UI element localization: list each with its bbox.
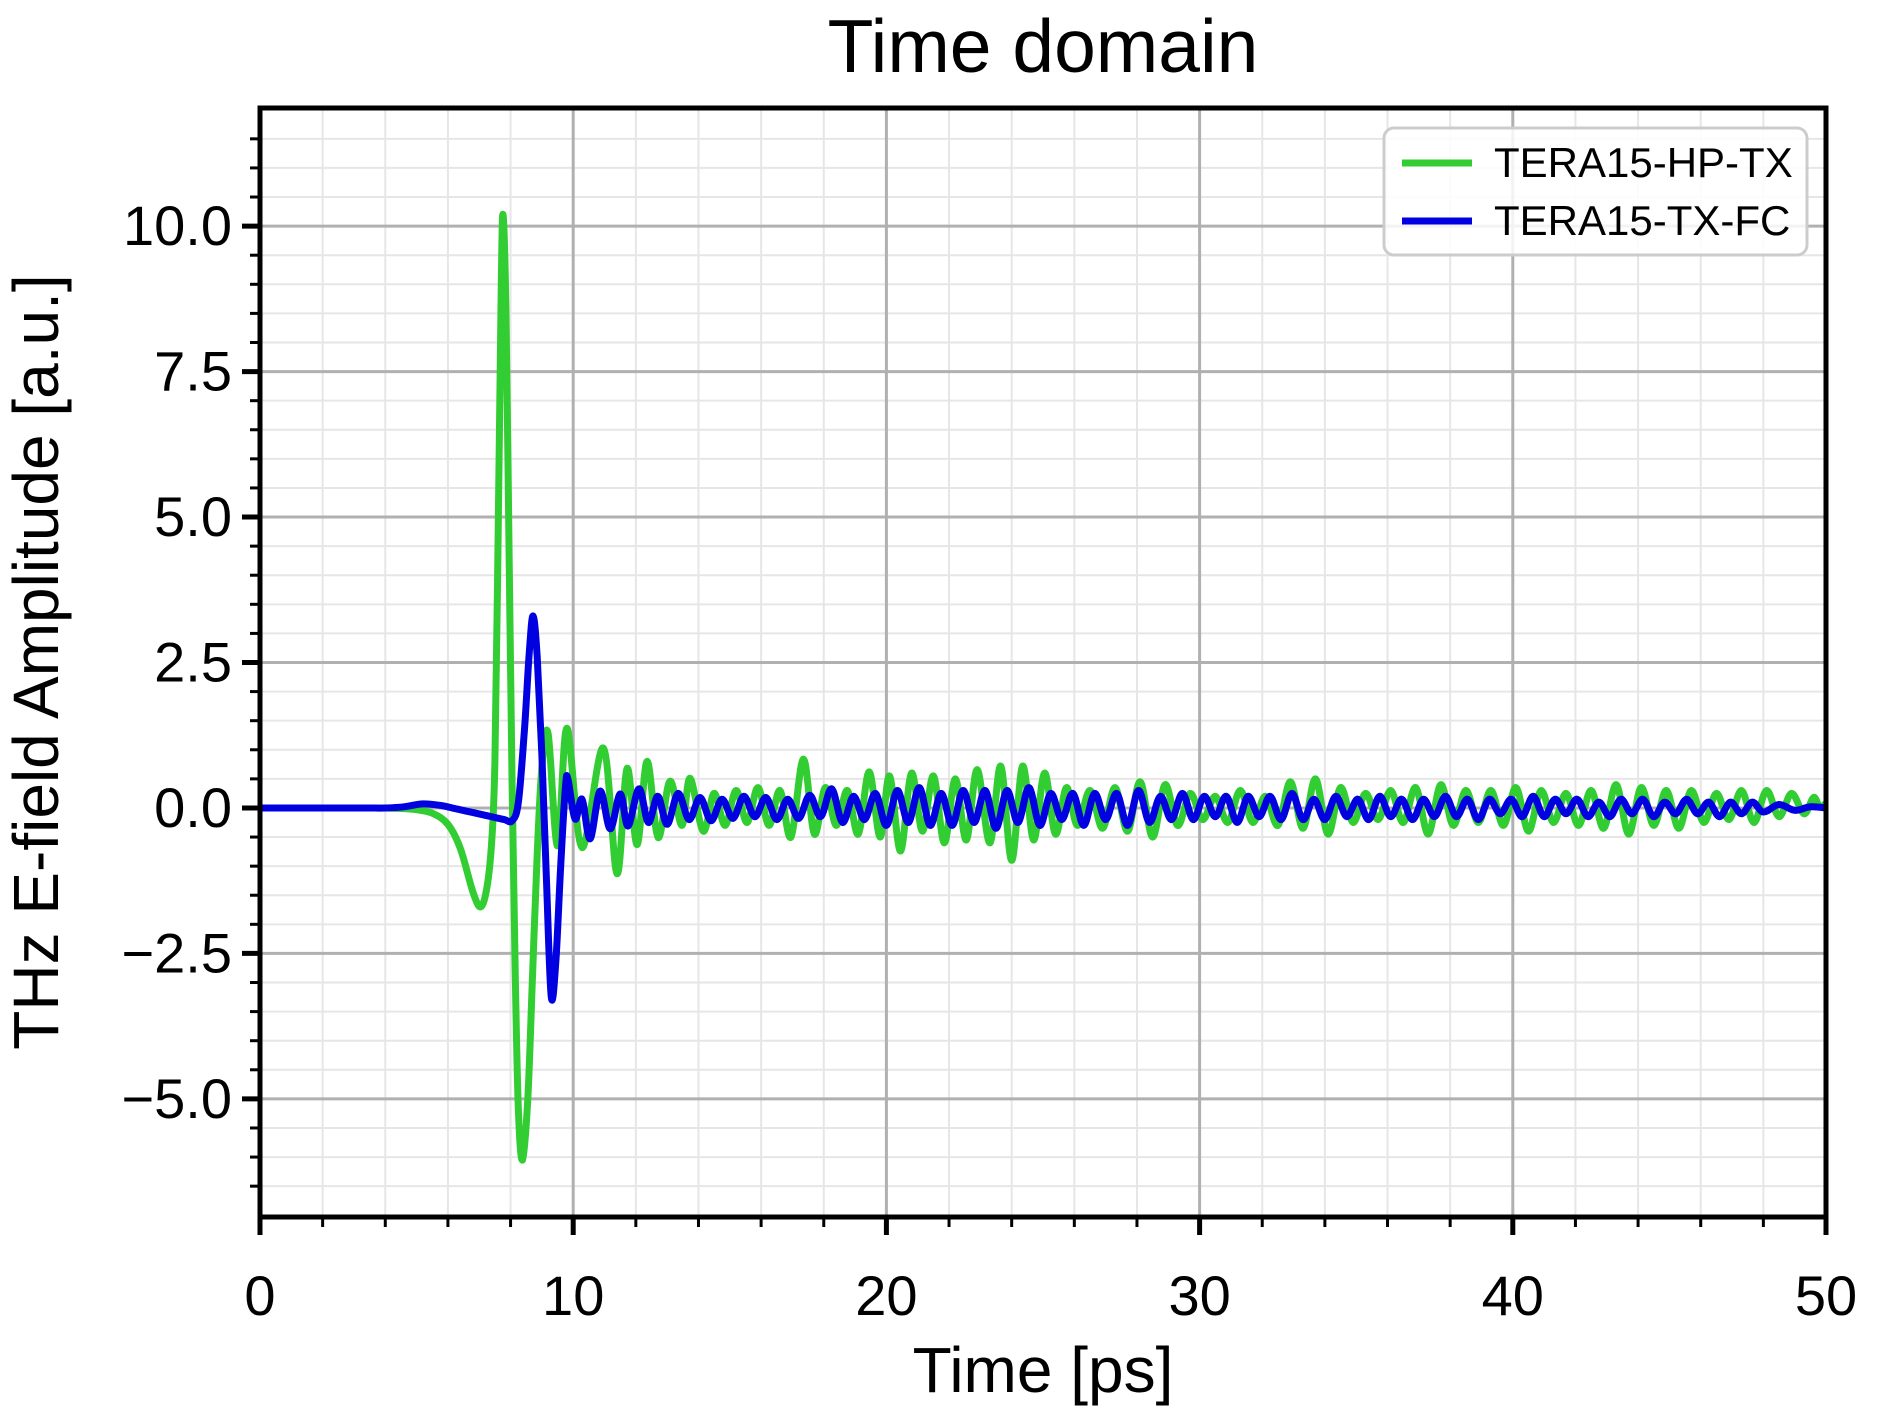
y-tick-label: 5.0 [154,485,232,548]
x-tick-label: 20 [855,1264,917,1327]
legend-frame [1382,126,1809,257]
series-lines [260,210,1826,1164]
x-tick-label: 30 [1168,1264,1230,1327]
y-tick-labels: −5.0 −2.5 0.0 2.5 5.0 7.5 10.0 [121,194,232,1130]
chart-title: Time domain [828,4,1259,88]
y-tick-label: 7.5 [154,340,232,403]
y-tick-label: −5.0 [121,1067,232,1130]
x-tick-label: 0 [244,1264,275,1327]
series-line-tera15-hp-tx [260,210,1826,1164]
y-tick-label: 2.5 [154,631,232,694]
legend-label-blue: TERA15-TX-FC [1494,197,1790,244]
x-tick-label: 50 [1795,1264,1857,1327]
y-axis-label: THz E-field Amplitude [a.u.] [0,274,72,1049]
y-tick-label: −2.5 [121,921,232,984]
series-line-tera15-tx-fc [260,612,1826,1004]
x-tick-label: 10 [542,1264,604,1327]
y-tick-label: 10.0 [123,194,232,257]
legend: TERA15-HP-TX TERA15-TX-FC [1382,126,1809,257]
y-tick-label: 0.0 [154,776,232,839]
legend-label-green: TERA15-HP-TX [1494,139,1793,186]
x-axis-label: Time [ps] [913,1334,1174,1406]
x-tick-label: 40 [1482,1264,1544,1327]
axis-ticks [242,137,1829,1235]
x-tick-labels: 0 10 20 30 40 50 [244,1264,1857,1327]
